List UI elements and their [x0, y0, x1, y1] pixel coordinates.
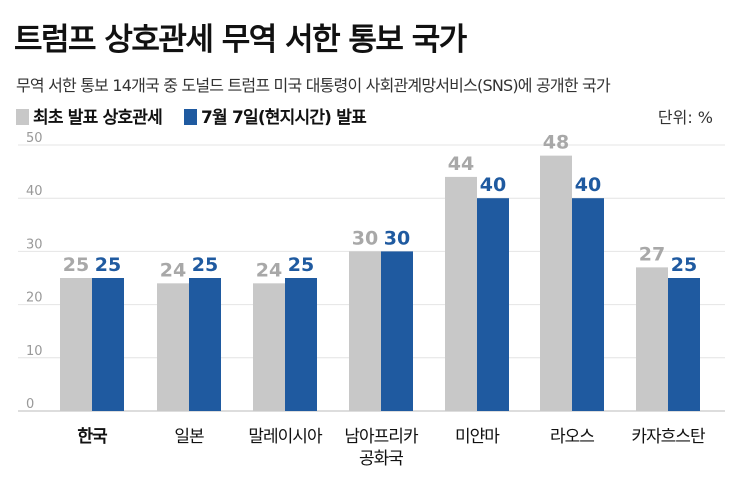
unit-label: 단위: %	[657, 108, 713, 127]
chart-title: 트럼프 상호관세 무역 서한 통보 국가	[14, 22, 467, 58]
bar-initial	[349, 251, 381, 411]
y-tick-label: 20	[26, 291, 43, 306]
bar-initial	[445, 176, 477, 411]
x-tick-label: 말레이시아	[248, 427, 323, 447]
legend-label-initial: 최초 발표 상호관세	[33, 108, 163, 128]
legend-swatch-july	[183, 109, 197, 125]
legend-label-july: 7월 7일(현지시간) 발표	[200, 108, 367, 128]
x-tick-label: 라오스	[550, 427, 594, 447]
x-tick-label: 남아프리카	[344, 427, 419, 447]
x-tick-label: 한국	[77, 427, 108, 447]
bar-july	[285, 278, 317, 411]
data-label: 24	[256, 259, 282, 281]
data-label: 24	[160, 259, 186, 281]
legend-item-initial: 최초 발표 상호관세	[16, 103, 163, 128]
data-label: 25	[192, 254, 218, 276]
data-label: 30	[384, 227, 410, 249]
y-tick-label: 50	[26, 131, 43, 146]
data-label: 27	[639, 243, 665, 265]
legend-swatch-initial	[16, 109, 29, 125]
x-tick-label: 공화국	[359, 449, 403, 469]
bar-initial	[540, 155, 572, 411]
bar-initial	[157, 283, 189, 411]
bar-july	[189, 278, 221, 411]
x-tick-label: 일본	[174, 427, 204, 447]
y-tick-label: 0	[26, 397, 34, 412]
data-label: 40	[480, 174, 506, 196]
data-label: 25	[95, 254, 121, 276]
bar-july	[92, 278, 124, 411]
legend: 최초 발표 상호관세 7월 7일(현지시간) 발표	[16, 103, 367, 128]
bar-initial	[636, 267, 668, 411]
bar-july	[668, 278, 700, 411]
data-label: 25	[63, 254, 89, 276]
y-tick-label: 10	[26, 344, 43, 359]
data-label: 25	[671, 254, 697, 276]
bar-initial	[60, 278, 92, 411]
y-tick-label: 40	[26, 184, 43, 199]
bar-july	[381, 251, 413, 411]
x-tick-label: 미얀마	[455, 427, 500, 447]
bar-initial	[253, 283, 285, 411]
bar-july	[572, 198, 604, 411]
chart-subtitle: 무역 서한 통보 14개국 중 도널드 트럼프 미국 대통령이 사회관계망서비스…	[16, 76, 611, 95]
data-label: 30	[352, 227, 378, 249]
data-label: 25	[288, 254, 314, 276]
legend-item-july: 7월 7일(현지시간) 발표	[183, 103, 367, 128]
data-label: 44	[448, 153, 474, 175]
data-label: 48	[543, 132, 569, 154]
x-tick-label: 카자흐스탄	[631, 427, 706, 447]
data-label: 40	[575, 174, 601, 196]
y-tick-label: 30	[26, 237, 43, 252]
bar-july	[477, 198, 509, 411]
